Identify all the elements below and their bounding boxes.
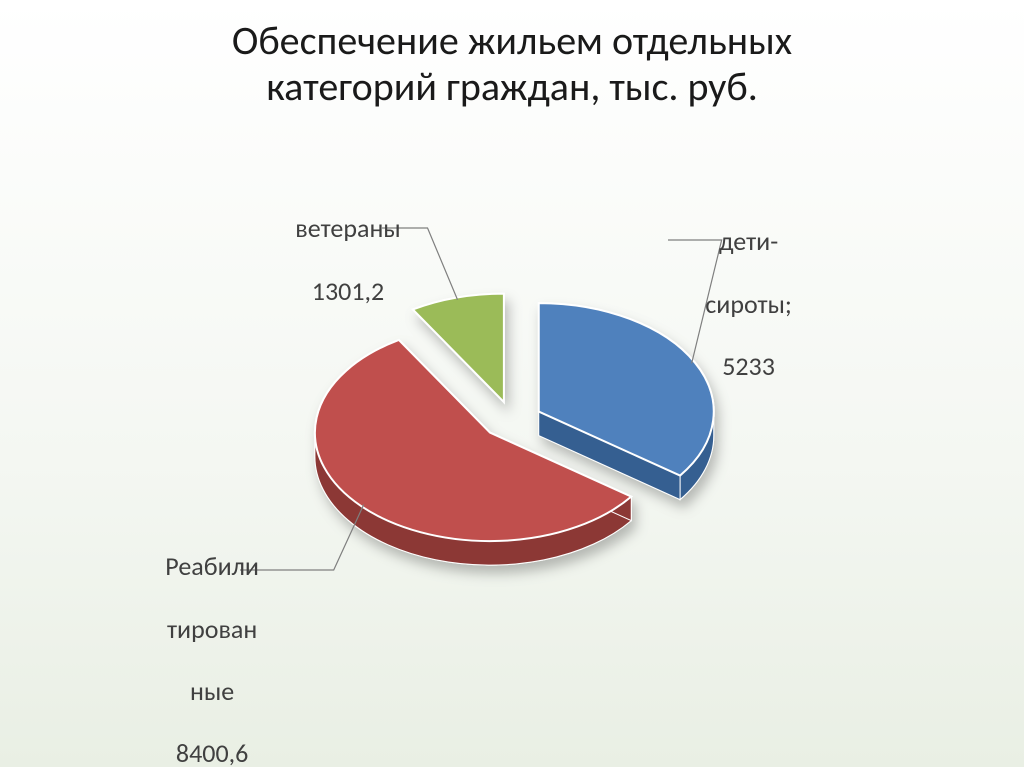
slice-label-veterans: ветераны 1301,2 — [260, 182, 401, 338]
label-text: ные — [190, 675, 234, 707]
slice-label-rehabilitated: Реабили тирован ные 8400,6 — [130, 520, 259, 767]
pie-chart: дети- сироты; 5233 Реабили тирован ные 8… — [0, 140, 1024, 760]
chart-title: Обеспечение жильем отдельных категорий г… — [0, 18, 1024, 110]
label-value: 5233 — [722, 350, 775, 382]
slide: { "title": { "line1": "Обеспечение жилье… — [0, 0, 1024, 767]
label-value: 8400,6 — [176, 737, 248, 767]
label-value: 1301,2 — [312, 275, 384, 307]
label-text: дети- — [719, 225, 778, 257]
chart-title-line1: Обеспечение жильем отдельных — [232, 16, 792, 65]
label-text: Реабили — [165, 550, 259, 582]
chart-title-line2: категорий граждан, тыс. руб. — [266, 62, 758, 111]
label-text: сироты; — [705, 288, 792, 320]
slice-label-orphans: дети- сироты; 5233 — [670, 195, 792, 413]
label-text: ветераны — [295, 212, 400, 244]
label-text: тирован — [167, 613, 257, 645]
